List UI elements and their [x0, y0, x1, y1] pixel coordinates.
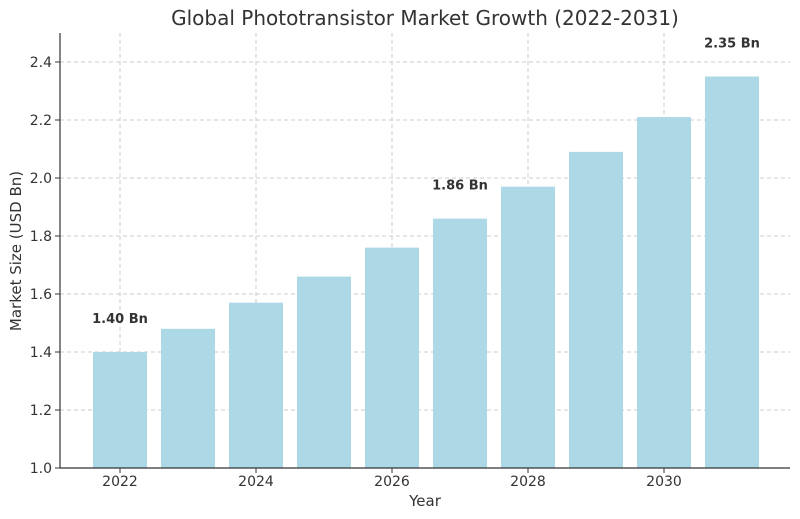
y-ticks: 1.0 1.2 1.4 1.6 1.8 2.0 2.2 2.4 — [30, 55, 60, 477]
x-axis-label: Year — [408, 492, 442, 510]
y-tick-label: 1.0 — [30, 461, 52, 477]
bar-2029 — [569, 151, 623, 468]
data-labels: 1.40 Bn 1.86 Bn 2.35 Bn — [92, 37, 760, 328]
bar-2024 — [229, 302, 283, 468]
x-tick-label: 2022 — [102, 474, 138, 490]
bar-2031 — [705, 76, 759, 468]
bar-2025 — [297, 276, 351, 468]
y-tick-label: 2.0 — [30, 171, 52, 187]
y-tick-label: 1.4 — [30, 345, 52, 361]
x-tick-label: 2030 — [646, 474, 682, 490]
x-tick-label: 2024 — [238, 474, 274, 490]
chart-title: Global Phototransistor Market Growth (20… — [171, 6, 679, 30]
y-tick-label: 2.4 — [30, 55, 52, 71]
data-label-2022: 1.40 Bn — [92, 312, 148, 327]
bar-2028 — [501, 186, 555, 468]
y-tick-label: 1.2 — [30, 403, 52, 419]
y-tick-label: 1.6 — [30, 287, 52, 303]
data-label-2031: 2.35 Bn — [704, 37, 760, 52]
y-tick-label: 2.2 — [30, 113, 52, 129]
x-ticks: 2022 2024 2026 2028 2030 — [102, 468, 682, 490]
axes — [59, 33, 790, 469]
bar-2030 — [637, 117, 691, 468]
y-tick-label: 1.8 — [30, 229, 52, 245]
x-tick-label: 2026 — [374, 474, 410, 490]
bar-2022 — [93, 352, 147, 468]
y-axis-label: Market Size (USD Bn) — [7, 171, 25, 331]
bar-2026 — [365, 247, 419, 468]
data-label-2027: 1.86 Bn — [432, 179, 488, 194]
bars — [93, 76, 759, 468]
bar-2023 — [161, 328, 215, 468]
grid — [60, 33, 790, 468]
bar-2027 — [433, 218, 487, 468]
x-tick-label: 2028 — [510, 474, 546, 490]
